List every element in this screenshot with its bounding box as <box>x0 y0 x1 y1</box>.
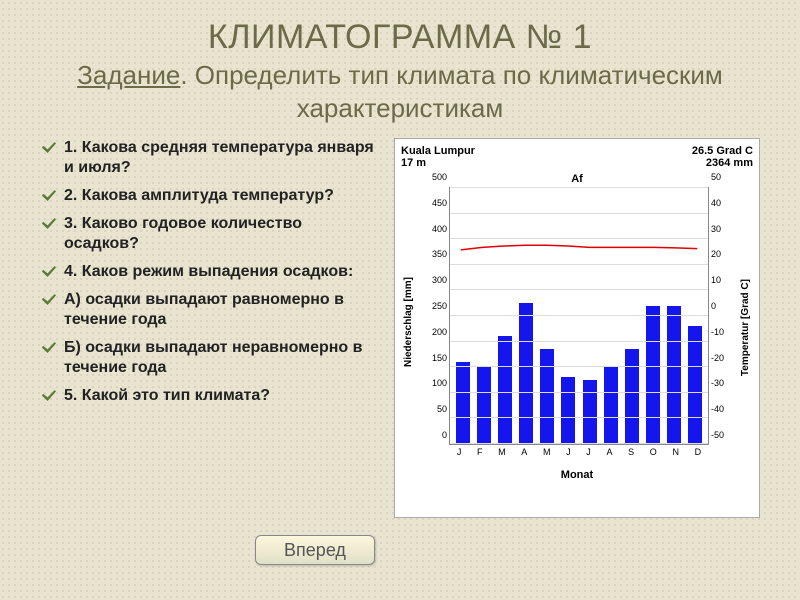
y-axis-left-label: Niederschlag [mm] <box>403 277 414 367</box>
x-ticks: JFMAMJJASOND <box>449 447 709 457</box>
x-tick: O <box>650 447 657 457</box>
x-axis-label: Monat <box>401 469 753 481</box>
chart-classification: Af <box>401 173 753 185</box>
subtitle-rest: . Определить тип климата по климатически… <box>180 60 723 123</box>
chart-avg-temp: 26.5 Grad C <box>692 145 753 157</box>
bar <box>688 326 702 444</box>
bar <box>583 380 597 444</box>
bar <box>540 349 554 444</box>
y-ticks-left: 050100150200250300350400450500 <box>421 187 447 445</box>
x-tick: N <box>672 447 679 457</box>
y-axis-right-label: Temperatur [Grad C] <box>740 279 751 376</box>
bar <box>498 336 512 444</box>
x-tick: J <box>586 447 591 457</box>
list-item: 2. Какова амплитуда температур? <box>40 186 380 206</box>
question-list: 1. Какова средняя температура января и и… <box>40 138 380 518</box>
list-item: 3. Каково годовое количество осадков? <box>40 214 380 254</box>
x-tick: D <box>695 447 702 457</box>
x-tick: M <box>498 447 506 457</box>
list-item: 1. Какова средняя температура января и и… <box>40 138 380 178</box>
list-item: Б) осадки выпадают неравномерно в течени… <box>40 338 380 378</box>
x-tick: M <box>543 447 551 457</box>
bar <box>456 362 470 444</box>
list-item: 4. Каков режим выпадения осадков: <box>40 262 380 282</box>
bar <box>519 303 533 444</box>
bar <box>667 306 681 444</box>
subtitle-underlined: Задание <box>77 60 180 90</box>
chart-elevation: 17 m <box>401 157 475 169</box>
climatogram-chart: Kuala Lumpur 17 m 26.5 Grad C 2364 mm Af… <box>394 138 760 518</box>
forward-button[interactable]: Вперед <box>255 535 375 565</box>
page-title: КЛИМАТОГРАММА № 1 <box>40 18 760 57</box>
bar <box>561 377 575 444</box>
chart-plot: Niederschlag [mm] Temperatur [Grad C] 05… <box>401 187 753 467</box>
list-item: А) осадки выпадают равномерно в течение … <box>40 290 380 330</box>
subtitle: Задание. Определить тип климата по клима… <box>40 59 760 124</box>
bars-group <box>450 188 708 444</box>
x-tick: A <box>606 447 612 457</box>
y-ticks-right: -50-40-30-20-1001020304050 <box>711 187 737 445</box>
x-tick: F <box>477 447 483 457</box>
x-tick: A <box>521 447 527 457</box>
bar <box>604 367 618 444</box>
bar <box>625 349 639 444</box>
x-tick: J <box>457 447 462 457</box>
bar <box>646 306 660 444</box>
list-item: 5. Какой это тип климата? <box>40 386 380 406</box>
x-tick: S <box>628 447 634 457</box>
plot-area <box>449 187 709 445</box>
x-tick: J <box>566 447 571 457</box>
bar <box>477 367 491 444</box>
chart-location: Kuala Lumpur <box>401 145 475 157</box>
chart-annual-precip: 2364 mm <box>692 157 753 169</box>
